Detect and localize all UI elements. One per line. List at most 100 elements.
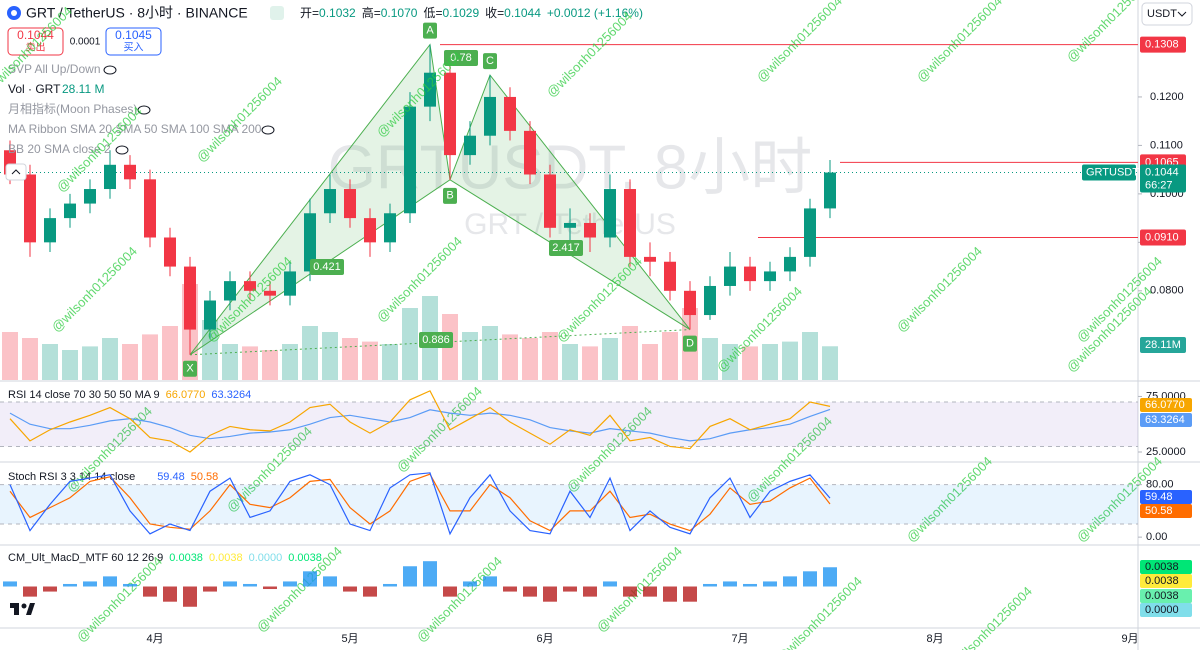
volume-bar [562,344,578,380]
rsi-value: 66.0770 [166,389,206,401]
indicator-label[interactable]: SVP All Up/Down [8,62,101,76]
macd-histogram [423,561,437,587]
candle-body [164,237,176,267]
buy-button[interactable] [105,27,162,56]
value-tag-label: 0.0038 [1145,590,1179,602]
value-tag [1140,603,1192,617]
currency-select[interactable] [1141,2,1193,26]
candle-body [624,189,636,257]
rsi-line [9,390,831,453]
macd-histogram [23,586,37,597]
macd-histogram [643,586,657,597]
macd-histogram [503,586,517,592]
indicator-label[interactable]: BB 20 SMA close 2 [8,142,111,156]
candle-body [664,261,676,291]
candle-body [444,72,456,156]
symbol-badge [1082,164,1136,181]
macd-histogram [203,586,217,592]
eye-icon[interactable] [261,125,275,135]
volume-bar [522,338,538,380]
volume-bar [242,346,258,380]
volume-bar [262,350,278,380]
macd-histogram [743,583,757,587]
x-tick-label: 6月 [536,633,553,645]
macd-histogram [303,571,317,587]
eye-icon[interactable] [103,65,117,75]
candle-body [144,179,156,238]
volume-bar [762,344,778,380]
macd-histogram [603,581,617,587]
volume-bar [702,338,718,380]
candle-body [224,281,236,301]
harmonic-ratio-tag [419,332,453,348]
harmonic-point-label: X [186,363,194,375]
ohlc-value: 0.1044 [504,6,541,20]
candle-body [244,281,256,291]
eye-icon[interactable] [115,145,129,155]
price-badge [1140,36,1186,53]
y-tick-label: 0.0800 [1150,285,1184,297]
volume-bar [62,350,78,380]
indicator-label[interactable]: MA Ribbon SMA 20 SMA 50 SMA 100 SMA 200 [8,122,262,136]
macd-histogram [563,586,577,592]
collapse-arrow [11,169,21,175]
x-tick-label: 5月 [341,633,358,645]
harmonic-ratio: 0.78 [450,52,471,64]
macd-histogram [323,576,337,587]
sell-price: 0.1044 [17,28,54,42]
candle-body [424,72,436,107]
candle-body [564,222,576,228]
stoch-k-value: 59.48 [157,471,185,483]
candle-body [724,266,736,286]
candle-body [184,266,196,330]
logo-part [26,603,35,615]
macd-histogram [723,581,737,587]
macd-histogram [143,586,157,597]
value-tag [1140,589,1192,603]
volume-bar [582,346,598,380]
indicator-label[interactable]: 月相指标(Moon Phases) [8,101,137,116]
flag-icon[interactable] [270,6,284,20]
volume-bar [722,344,738,380]
macd-histogram [43,586,57,592]
volume-bar [42,344,58,380]
indicator-label[interactable]: Vol · GRT [8,82,61,96]
candle-body [824,172,836,209]
macd-histogram [663,586,677,602]
volume-bar [742,346,758,380]
macd-histogram [523,586,537,597]
volume-bar [362,341,378,380]
macd-histogram [483,576,497,587]
macd-histogram [343,586,357,592]
ohlc-value: 0.1070 [381,6,418,20]
volume-bar [2,332,18,380]
spread: 0.0001 [70,37,101,48]
x-tick-label: 7月 [731,633,748,645]
macd-histogram [543,586,557,602]
candle-body [24,174,36,243]
harmonic-ratio: 2.417 [552,242,580,254]
macd-histogram [683,586,697,602]
volume-bar [642,344,658,380]
value-tag [1140,560,1192,574]
harmonic-point-label: C [486,55,494,67]
volume-bar [322,332,338,380]
volume-bar [162,326,178,380]
candle-body [744,266,756,282]
macd-legend-value: 0.0000 [249,552,283,564]
volume-bar [222,344,238,380]
price-badge-label: 0.0910 [1145,231,1179,243]
collapse-button[interactable] [5,163,27,181]
candle-body [544,174,556,228]
buy-price: 0.1045 [115,28,152,42]
symbol-title[interactable]: GRT / TetherUS · 8小时 · BINANCE [26,5,248,21]
ohlc-label: 开= [300,6,319,20]
macd-histogram [463,581,477,587]
sell-button[interactable] [7,27,64,56]
macd-histogram [3,581,17,587]
macd-histogram [163,586,177,602]
value-tag [1140,490,1192,504]
eye-icon[interactable] [137,105,151,115]
harmonic-ratio-tag [310,259,344,275]
